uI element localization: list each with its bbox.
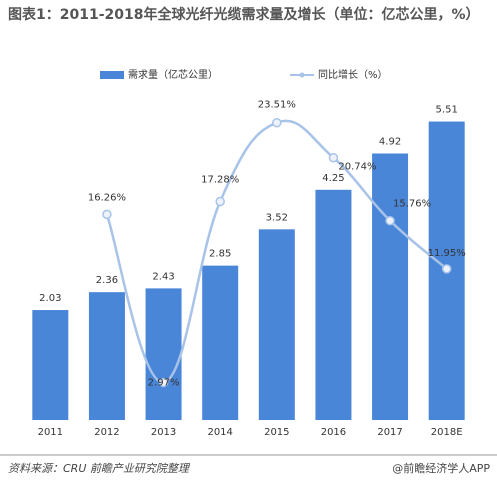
data-label: 2.85: [209, 249, 231, 260]
data-label: 5.51: [436, 105, 458, 116]
chart-title: 图表1：2011-2018年全球光纤光缆需求量及增长（单位：亿芯公里，%）: [8, 7, 480, 23]
x-tick-label: 2011: [38, 427, 63, 438]
x-tick-label: 2017: [377, 427, 402, 438]
source: 资料来源：CRU 前瞻产业研究院整理: [8, 462, 191, 475]
data-label: 23.51%: [258, 100, 296, 111]
x-tick-label: 2012: [94, 427, 119, 438]
data-label: 4.25: [322, 173, 344, 184]
data-label: 15.76%: [393, 199, 431, 210]
x-tick-label: 2018E: [431, 427, 463, 438]
bar: [258, 229, 295, 420]
x-tick-label: 2016: [321, 427, 346, 438]
x-tick-label: 2013: [151, 427, 176, 438]
x-tick-label: 2014: [207, 427, 232, 438]
legend-label: 需求量（亿芯公里）: [128, 68, 218, 81]
data-label: 17.28%: [201, 174, 239, 185]
credit: @前瞻经济学人APP: [392, 461, 490, 475]
legend-swatch: [299, 72, 305, 78]
data-label: 3.52: [266, 212, 288, 223]
bar: [145, 288, 182, 420]
data-label: 2.43: [152, 271, 174, 282]
data-label: 11.95%: [428, 248, 466, 259]
line-marker: [441, 264, 452, 274]
data-label: 16.26%: [88, 192, 126, 203]
x-tick-label: 2015: [264, 427, 289, 438]
data-label: 2.03: [39, 293, 61, 304]
line-marker: [385, 215, 395, 226]
bar: [88, 292, 125, 420]
legend-label: 同比增长（%）: [318, 68, 388, 81]
line-marker: [215, 196, 225, 207]
line-marker: [158, 377, 169, 388]
bar: [32, 310, 69, 420]
bar: [202, 265, 239, 420]
bar: [315, 189, 352, 420]
line-marker: [328, 152, 339, 163]
data-label: 4.92: [379, 137, 401, 148]
data-label: 2.36: [96, 275, 118, 286]
bar: [372, 153, 409, 420]
line-marker: [102, 209, 112, 220]
line-marker: [272, 117, 282, 128]
data-label: 2.97%: [148, 377, 180, 388]
legend-swatch: [100, 71, 124, 79]
line: [105, 119, 448, 384]
data-label: 20.74%: [338, 162, 376, 173]
